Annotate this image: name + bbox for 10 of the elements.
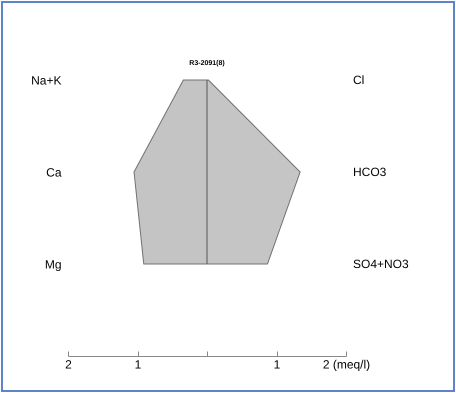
x-tick-label: 2 (meq/l) bbox=[322, 358, 370, 372]
x-tick-label: 2 bbox=[65, 358, 72, 372]
y-tick-label: Mg bbox=[44, 258, 62, 272]
y-tick-label: Na+K bbox=[31, 74, 62, 88]
x-tick-label: 1 bbox=[274, 358, 281, 372]
x-tick-label: 1 bbox=[134, 358, 142, 372]
text: HCO3 bbox=[353, 165, 387, 179]
y-tick-label: Ca bbox=[46, 166, 62, 180]
text: SO4+NO3 bbox=[353, 257, 410, 271]
text: Cl bbox=[353, 73, 364, 87]
